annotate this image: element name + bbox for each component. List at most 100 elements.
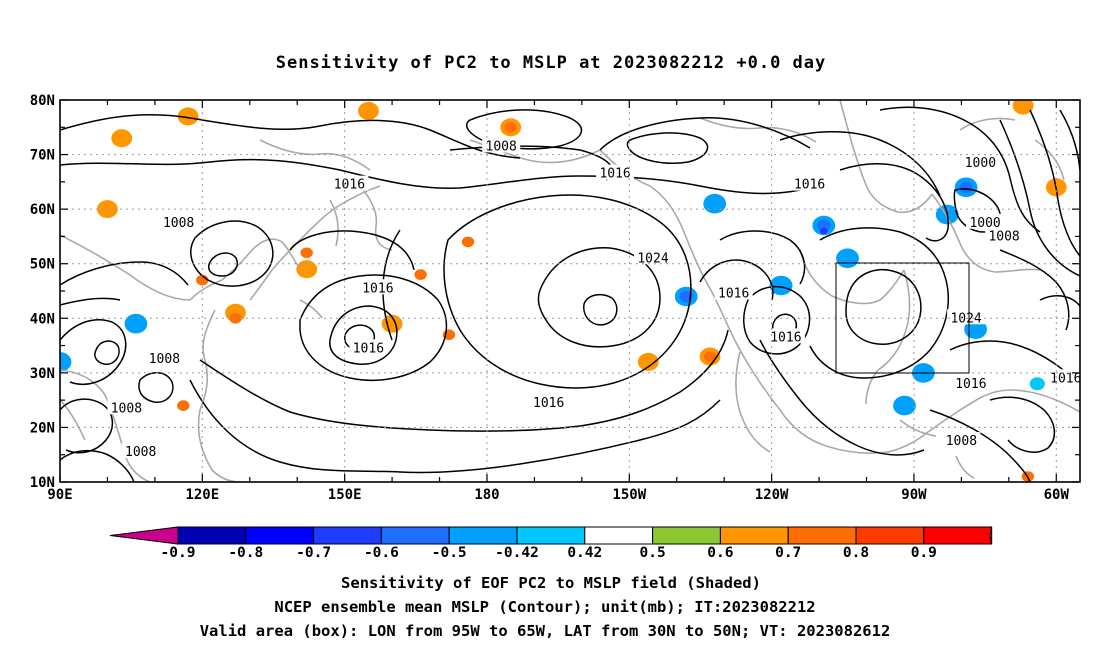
shaded-region <box>817 219 831 232</box>
shaded-region <box>703 351 717 362</box>
y-tick-label: 50N <box>30 257 55 273</box>
contour-label: 1008 <box>985 227 1024 244</box>
contour-label-text: 1016 <box>770 330 801 345</box>
contour-label-text: 1024 <box>950 311 981 326</box>
y-tick-label: 80N <box>30 93 55 109</box>
colorbar-segment <box>923 526 993 545</box>
y-tick-label: 30N <box>30 366 55 382</box>
shaded-region <box>1012 100 1034 115</box>
x-tick-label: 150W <box>612 487 646 503</box>
contour-label: 1016 <box>790 175 829 193</box>
colorbar-segment <box>313 526 382 545</box>
shaded-region <box>769 275 793 296</box>
contour-label-text: 1008 <box>163 216 194 231</box>
contour-label-text: 1000 <box>965 156 996 171</box>
shaded-region <box>461 236 475 248</box>
contour-label-text: 1016 <box>353 341 384 356</box>
shaded-region <box>820 227 828 235</box>
colorbar-label: 0.6 <box>707 545 733 561</box>
contour-label-text: 1016 <box>718 287 749 302</box>
legend-line-2: NCEP ensemble mean MSLP (Contour); unit(… <box>274 598 815 616</box>
shaded-region <box>964 319 987 340</box>
contour-label: 1016 <box>349 339 388 356</box>
contour-label: 1008 <box>482 137 521 154</box>
contour-label-text: 1008 <box>111 401 142 416</box>
x-tick-label: 150E <box>328 487 362 503</box>
shaded-region <box>177 107 199 126</box>
shaded-region <box>637 352 659 371</box>
legend-line-3: Valid area (box): LON from 95W to 65W, L… <box>200 622 891 640</box>
contour-label: 1016 <box>596 164 635 182</box>
colorbar-segment <box>719 526 789 545</box>
contour-label: 1016 <box>1046 369 1080 386</box>
colorbar-segment <box>245 526 315 545</box>
colorbar-segment <box>380 526 450 545</box>
contour-label-text: 1024 <box>637 251 668 266</box>
contour-label-text: 1016 <box>955 377 986 392</box>
contour-label: 1000 <box>961 153 1000 171</box>
colorbar-segment <box>787 526 857 545</box>
x-tick-label: 90W <box>901 487 927 503</box>
coastlines <box>60 100 1080 482</box>
contour-label-text: 1016 <box>533 396 564 411</box>
contour-label: 1000 <box>966 213 1005 231</box>
contour-label: 1008 <box>107 399 146 416</box>
colorbar-label: -0.5 <box>432 545 467 561</box>
colorbar-segment <box>855 526 925 545</box>
contour-label: 1016 <box>714 284 753 302</box>
colorbar-label: -0.7 <box>296 545 331 561</box>
axis-ticks <box>59 99 1080 483</box>
shaded-region <box>893 395 916 416</box>
contour-label: 1008 <box>121 443 160 460</box>
shaded-region <box>111 129 133 148</box>
colorbar-segment <box>448 526 518 545</box>
contour-label-text: 1016 <box>362 281 393 296</box>
x-tick-label: 90E <box>47 487 72 503</box>
contour-label-text: 1008 <box>149 352 180 367</box>
chart-title: Sensitivity of PC2 to MSLP at 2023082212… <box>276 53 827 73</box>
contour-label: 1008 <box>942 432 981 449</box>
contour-label-text: 1008 <box>125 445 156 460</box>
contour-label-text: 1000 <box>969 216 1000 231</box>
x-tick-label: 120E <box>185 487 219 503</box>
contour-label: 1016 <box>358 279 397 296</box>
contour-label-text: 1008 <box>988 229 1019 244</box>
colorbar-segment <box>516 526 586 545</box>
contour-label-text: 1016 <box>334 178 365 193</box>
contour-label-text: 1008 <box>486 139 517 154</box>
colorbar-labels: -0.9 -0.8 -0.7 -0.6 -0.5 -0.42 0.42 0.5 0.6 0.7 0.… <box>161 545 937 561</box>
valid-area-box <box>835 262 970 374</box>
contour-label: 1016 <box>529 393 568 411</box>
shaded-region <box>97 200 118 219</box>
shaded-region <box>296 260 318 279</box>
shaded-region <box>300 247 313 259</box>
colorbar-label: 0.42 <box>567 545 602 561</box>
shaded-region <box>836 248 859 269</box>
shaded-region <box>124 313 148 334</box>
graticule <box>60 100 1080 482</box>
colorbar-label: -0.9 <box>161 545 196 561</box>
colorbar-label: 0.5 <box>639 545 665 561</box>
colorbar-label: -0.8 <box>228 545 263 561</box>
y-tick-labels: 10N 20N 30N 40N 50N 60N 70N 80N <box>30 93 55 491</box>
colorbar-label: -0.42 <box>495 545 539 561</box>
y-tick-label: 40N <box>30 311 55 327</box>
contour-label: 1016 <box>766 328 805 345</box>
contour-label: 1008 <box>159 213 198 231</box>
colorbar-segment <box>177 526 247 545</box>
colorbar <box>109 526 993 545</box>
x-tick-labels: 90E 120E 150E 180 150W 120W 90W 60W <box>47 487 1069 503</box>
shaded-region <box>358 101 379 120</box>
colorbar-label: -0.6 <box>364 545 399 561</box>
shaded-region <box>504 122 517 133</box>
colorbar-segment <box>652 526 721 545</box>
legend-line-1: Sensitivity of EOF PC2 to MSLP field (Sh… <box>341 574 761 592</box>
colorbar-label: 0.8 <box>843 545 869 561</box>
contour-label: 1016 <box>330 175 369 193</box>
shaded-region <box>1029 377 1045 391</box>
colorbar-left-arrow <box>109 526 179 545</box>
y-tick-label: 70N <box>30 148 55 164</box>
